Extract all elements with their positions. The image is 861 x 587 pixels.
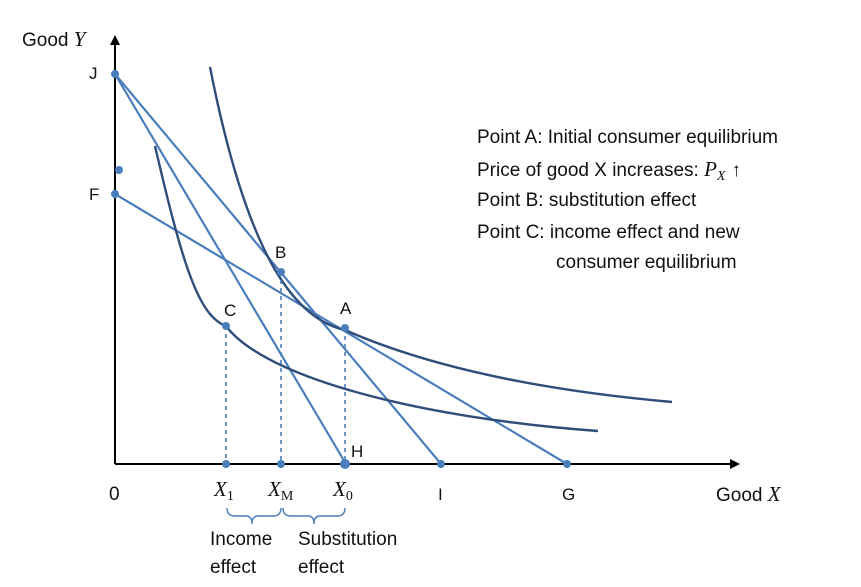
substitution-effect-label-1: Substitution [298,529,397,550]
point-j [111,70,119,78]
label-b: B [275,243,286,262]
income-effect-label-2: effect [210,557,257,578]
income-effect-label-1: Income [210,529,272,550]
point-xm [277,460,285,468]
y-axis-label: Good Y [22,27,88,51]
label-f: F [89,185,99,204]
point-f [111,190,119,198]
tick-x1: X1 [213,477,234,504]
label-i: I [438,485,443,504]
substitution-effect-brace [282,507,346,525]
note-point-c-1: Point C: income effect and new [477,222,740,243]
point-c [222,322,230,330]
point-g [563,460,571,468]
note-point-a: Point A: Initial consumer equilibrium [477,127,778,148]
substitution-effect-label-2: effect [298,557,345,578]
indifference-curve-inner [153,145,599,433]
label-a: A [340,299,352,318]
budget-line-ji [114,73,442,465]
label-j: J [89,64,98,83]
origin-label: 0 [109,484,120,505]
point-x1 [222,460,230,468]
note-point-b: Point B: substitution effect [477,190,697,211]
tick-xm: XM [267,477,294,504]
point-h [340,459,350,469]
label-g: G [562,485,575,504]
note-price-increase: Price of good X increases: PX ↑ [477,157,741,184]
income-effect-brace [226,507,282,525]
label-c: C [224,301,236,320]
x-axis-label: Good X [716,482,782,506]
point-i [437,460,445,468]
note-point-c-2: consumer equilibrium [556,252,737,273]
point-extra [115,166,123,174]
tick-x0: X0 [332,477,353,504]
point-a [341,324,349,332]
budget-line-jh [114,73,347,465]
label-h: H [351,442,363,461]
point-b [277,268,285,276]
